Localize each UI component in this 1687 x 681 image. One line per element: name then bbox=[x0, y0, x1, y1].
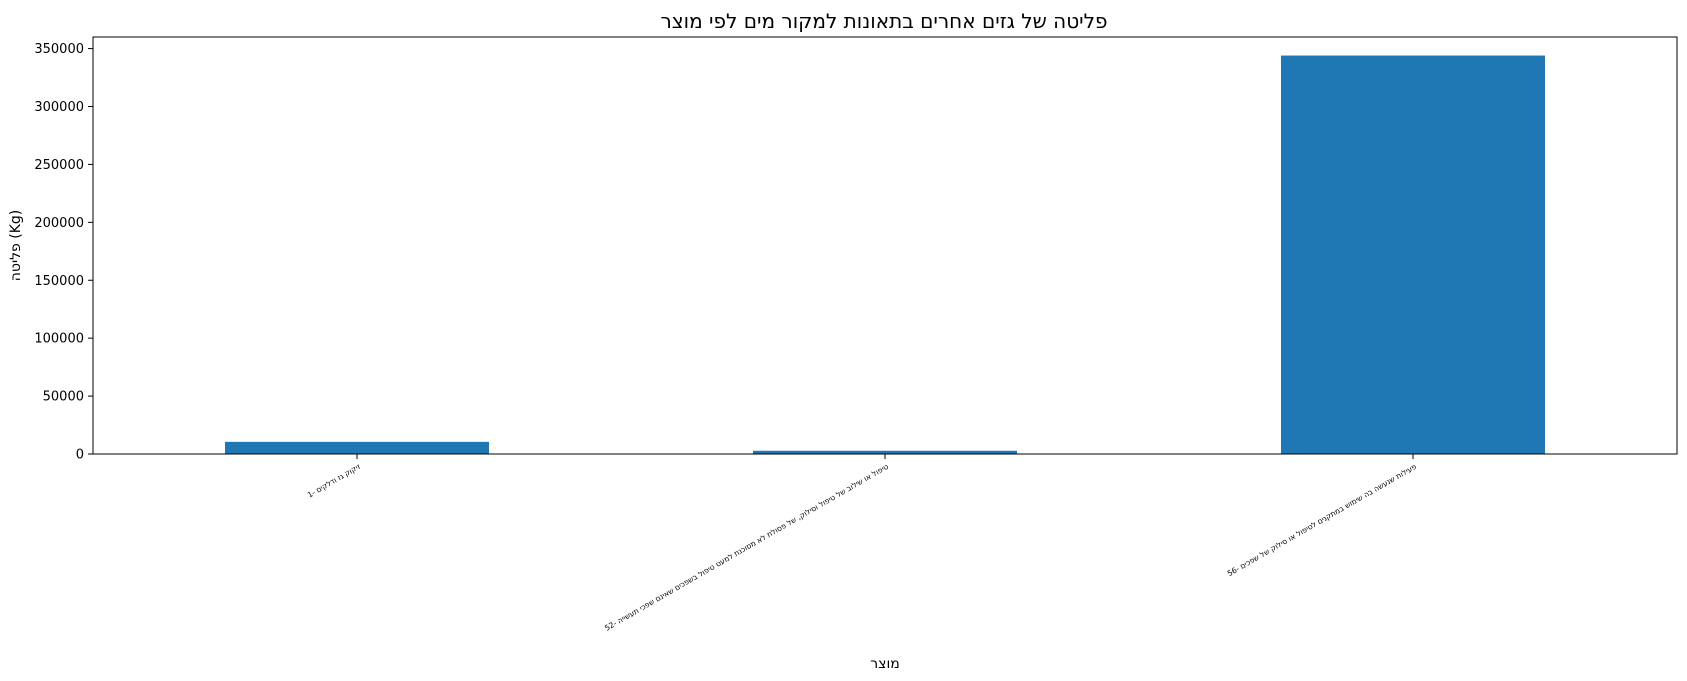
y-tick-label-7: 350000 bbox=[34, 42, 84, 57]
chart-title: פליטה של גזים אחרים בתאונות למקור מים לפ… bbox=[661, 9, 1108, 33]
bar-3 bbox=[1281, 55, 1545, 455]
x-axis-label: מוצר bbox=[870, 656, 900, 672]
y-tick-label-4: 200000 bbox=[34, 216, 84, 231]
x-tick-label-2: 52- טיפול או שילוב של טיפול וסילוק, של פ… bbox=[603, 462, 890, 633]
y-tick-label-5: 250000 bbox=[34, 158, 84, 173]
x-tick-label-1: 1- זיקוק גז ודלקים bbox=[306, 462, 363, 500]
x-tick-label-3: 56- פעילות שנעשה בה שימוש במתקנים לטיפול… bbox=[1226, 462, 1419, 578]
bar-1 bbox=[225, 441, 489, 454]
bar-2 bbox=[753, 450, 1017, 454]
x-axis: 1- זיקוק גז ודלקים 52- טיפול או שילוב של … bbox=[306, 454, 1418, 633]
y-tick-label-6: 300000 bbox=[34, 100, 84, 115]
y-tick-label-3: 150000 bbox=[34, 274, 84, 289]
y-axis: 0 50000 100000 150000 200000 250000 300000 3500… bbox=[34, 42, 93, 463]
y-tick-label-0: 0 bbox=[76, 448, 84, 463]
y-tick-label-1: 50000 bbox=[43, 390, 84, 405]
y-tick-label-2: 100000 bbox=[34, 332, 84, 347]
bars-group bbox=[225, 55, 1545, 455]
y-axis-label: פליטה (Kg) bbox=[8, 210, 24, 282]
plot-frame bbox=[92, 36, 1678, 455]
